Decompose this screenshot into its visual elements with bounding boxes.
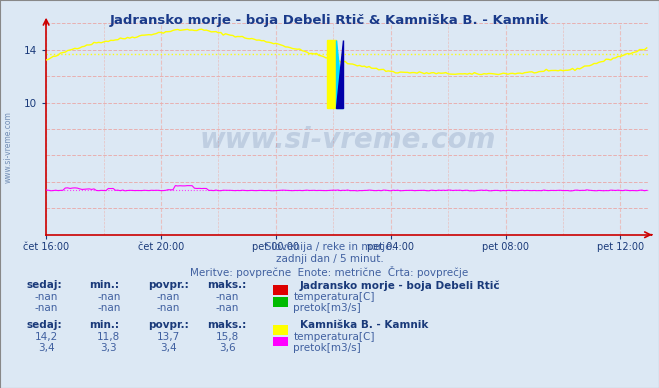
Text: min.:: min.: (89, 280, 119, 290)
Text: 14,2: 14,2 (34, 332, 58, 342)
Text: -nan: -nan (215, 292, 239, 302)
Text: 3,4: 3,4 (159, 343, 177, 353)
Text: -nan: -nan (34, 292, 58, 302)
Text: -nan: -nan (97, 303, 121, 314)
Polygon shape (336, 40, 343, 108)
Text: www.si-vreme.com: www.si-vreme.com (200, 126, 496, 154)
Text: -nan: -nan (215, 303, 239, 314)
Text: maks.:: maks.: (208, 280, 247, 290)
Text: Kamniška B. - Kamnik: Kamniška B. - Kamnik (300, 320, 428, 330)
Text: Slovenija / reke in morje.: Slovenija / reke in morje. (264, 242, 395, 253)
Text: temperatura[C]: temperatura[C] (293, 332, 375, 342)
Text: maks.:: maks.: (208, 320, 247, 330)
Polygon shape (336, 40, 343, 108)
Text: -nan: -nan (156, 292, 180, 302)
Text: pretok[m3/s]: pretok[m3/s] (293, 343, 361, 353)
Text: www.si-vreme.com: www.si-vreme.com (4, 111, 13, 184)
Text: Meritve: povprečne  Enote: metrične  Črta: povprečje: Meritve: povprečne Enote: metrične Črta:… (190, 266, 469, 278)
Text: 3,3: 3,3 (100, 343, 117, 353)
Text: sedaj:: sedaj: (26, 280, 62, 290)
Text: 15,8: 15,8 (215, 332, 239, 342)
Text: 3,4: 3,4 (38, 343, 55, 353)
Text: 13,7: 13,7 (156, 332, 180, 342)
Text: povpr.:: povpr.: (148, 320, 189, 330)
Text: Jadransko morje - boja Debeli Rtič & Kamniška B. - Kamnik: Jadransko morje - boja Debeli Rtič & Kam… (110, 14, 549, 27)
Bar (326, 40, 336, 108)
Text: zadnji dan / 5 minut.: zadnji dan / 5 minut. (275, 254, 384, 264)
Text: min.:: min.: (89, 320, 119, 330)
Text: 3,6: 3,6 (219, 343, 236, 353)
Text: -nan: -nan (34, 303, 58, 314)
Text: sedaj:: sedaj: (26, 320, 62, 330)
Text: Jadransko morje - boja Debeli Rtič: Jadransko morje - boja Debeli Rtič (300, 280, 500, 291)
Text: temperatura[C]: temperatura[C] (293, 292, 375, 302)
Text: pretok[m3/s]: pretok[m3/s] (293, 303, 361, 314)
Text: -nan: -nan (97, 292, 121, 302)
Text: -nan: -nan (156, 303, 180, 314)
Text: povpr.:: povpr.: (148, 280, 189, 290)
Text: 11,8: 11,8 (97, 332, 121, 342)
